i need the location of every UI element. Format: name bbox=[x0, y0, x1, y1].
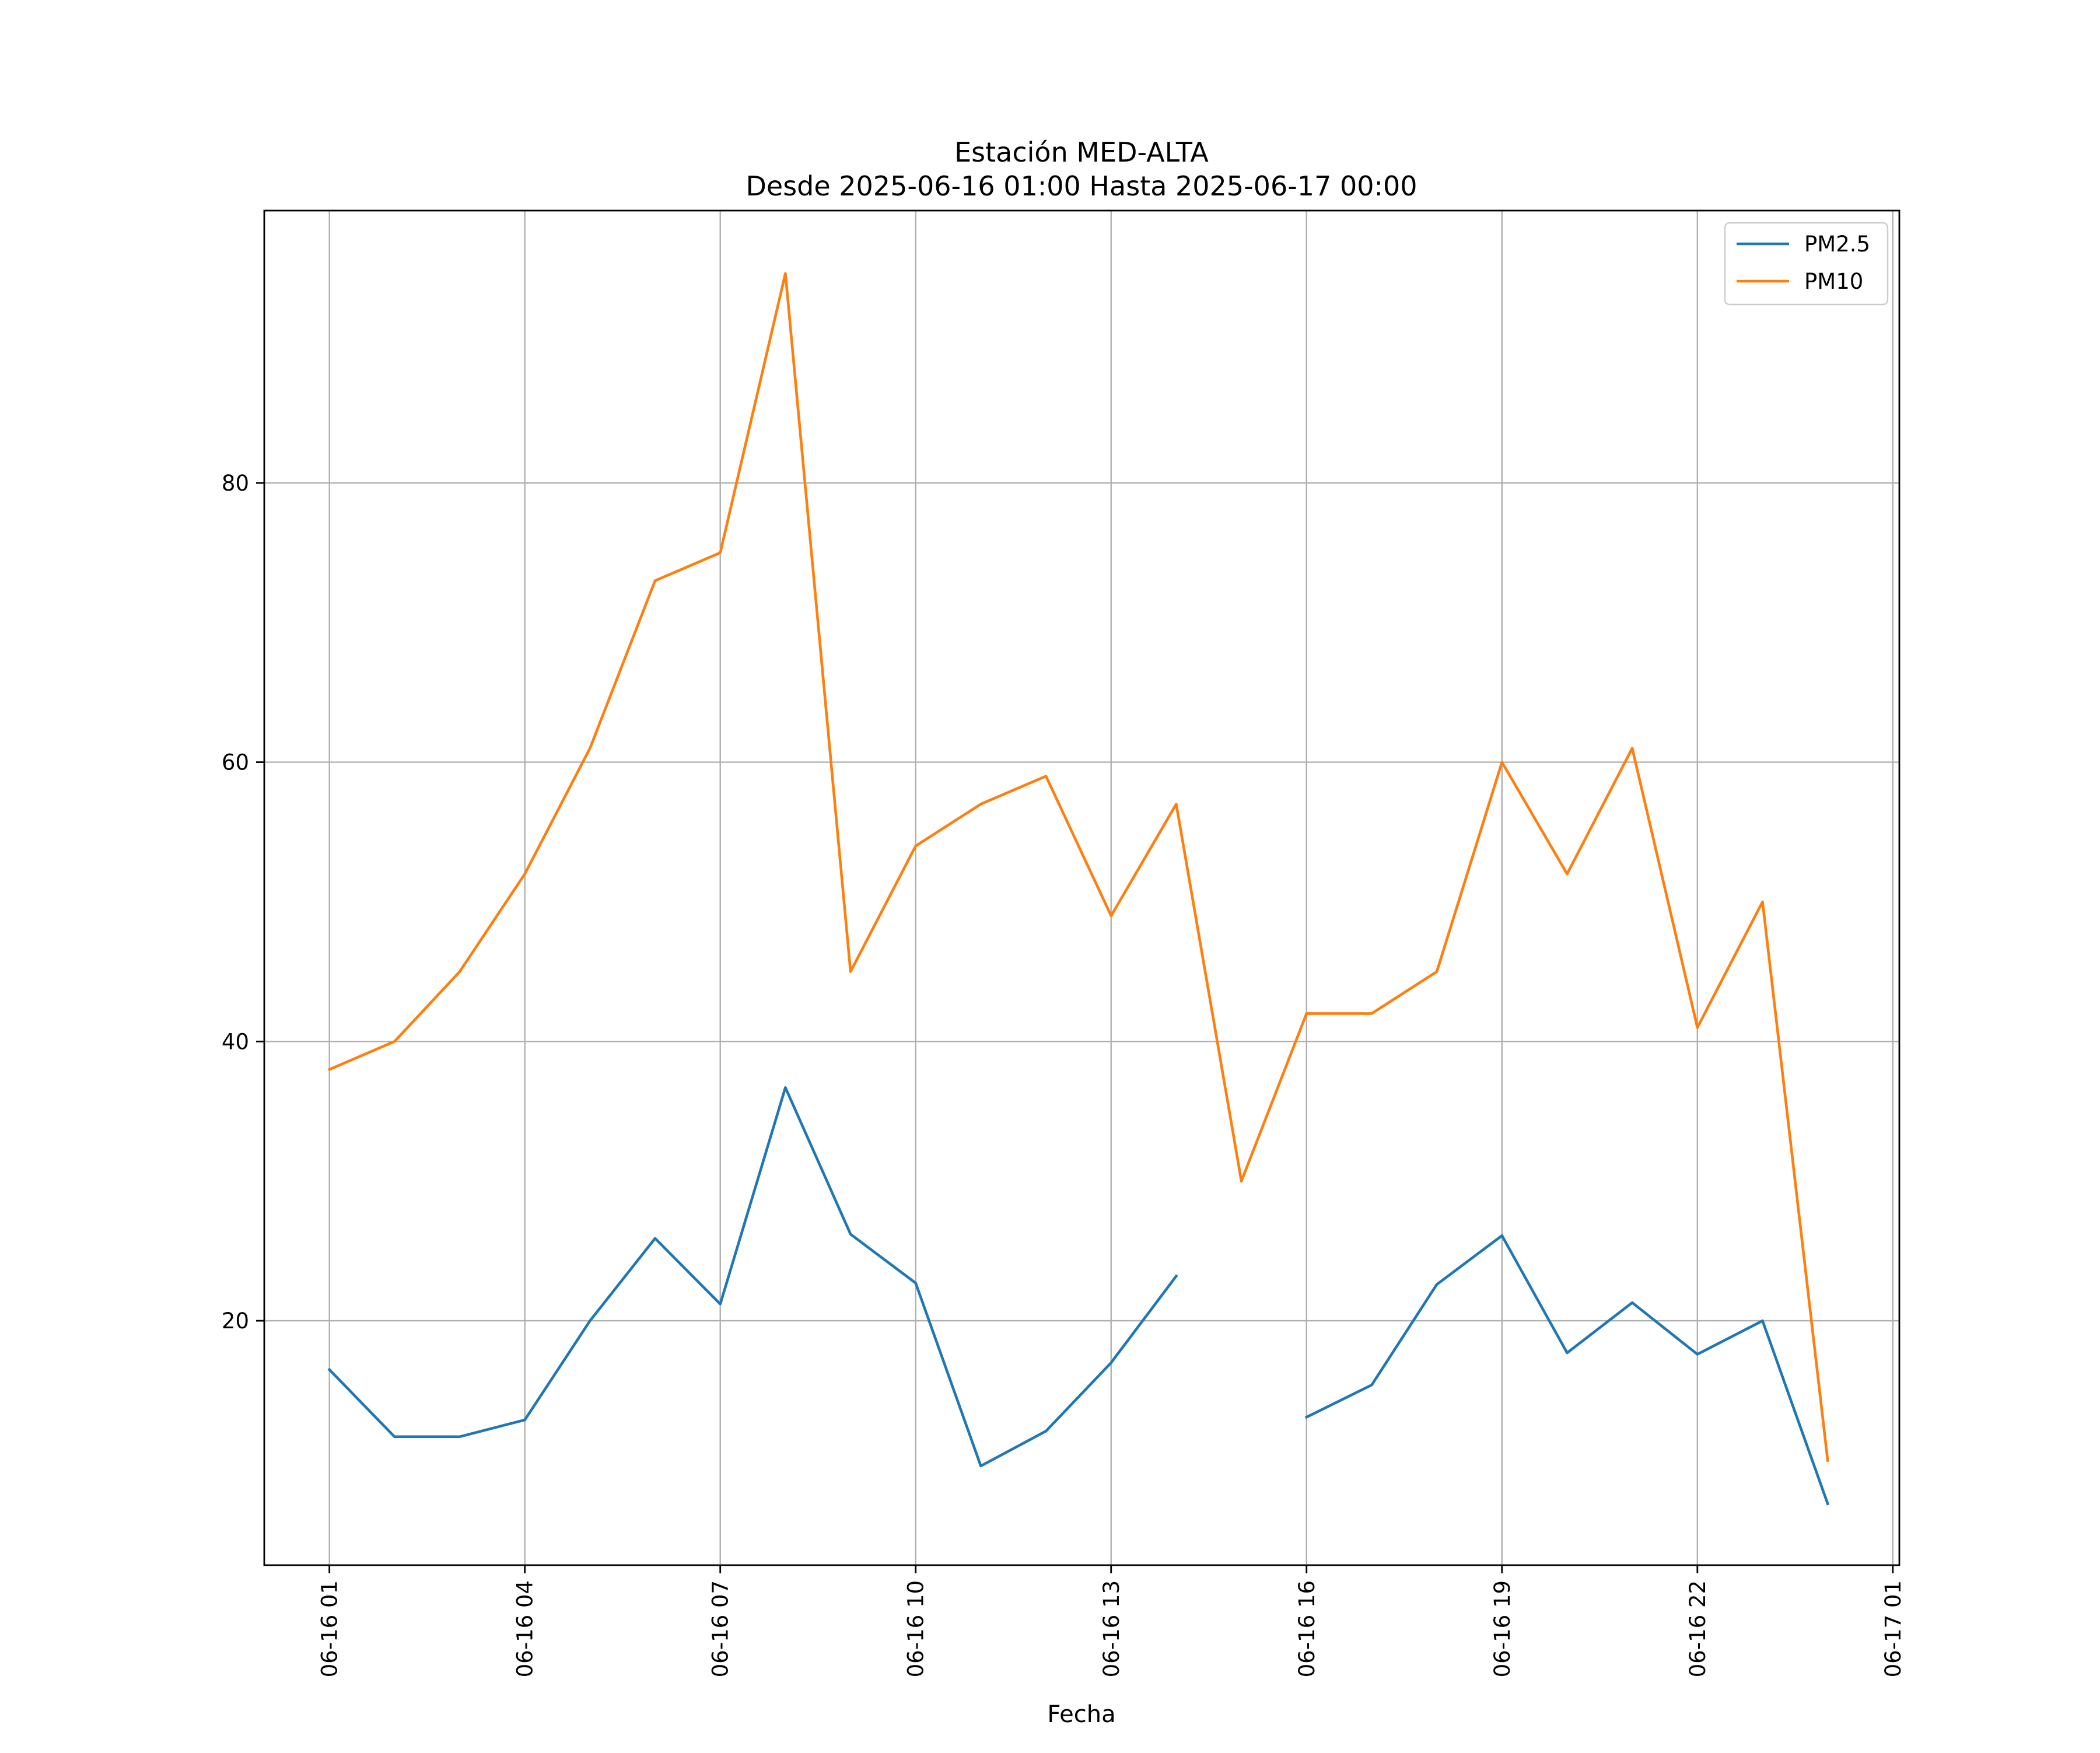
x-tick-label-5: 06-16 16 bbox=[1294, 1580, 1320, 1677]
y-tick-label-2: 60 bbox=[222, 750, 249, 775]
x-tick-label-7: 06-16 22 bbox=[1685, 1580, 1710, 1677]
x-tick-label-6: 06-16 19 bbox=[1490, 1580, 1515, 1677]
legend: PM2.5 PM10 bbox=[1724, 222, 1889, 306]
x-axis-label: Fecha bbox=[1047, 1701, 1115, 1728]
x-tick-label-3: 06-16 10 bbox=[904, 1580, 929, 1677]
y-axis: 20 40 60 80 bbox=[222, 471, 264, 1334]
x-tick-label-2: 06-16 07 bbox=[708, 1580, 733, 1677]
grid-layer bbox=[264, 211, 1899, 1565]
legend-label-pm25: PM2.5 bbox=[1804, 232, 1870, 257]
series-line-pm25-1 bbox=[1304, 1234, 1830, 1506]
x-axis: 06-16 01 06-16 04 06-16 07 06-16 10 06-16 13… bbox=[317, 1565, 1906, 1677]
x-tick-label-4: 06-16 13 bbox=[1099, 1580, 1124, 1677]
y-tick-label-0: 20 bbox=[222, 1308, 249, 1334]
series-layer bbox=[327, 272, 1830, 1506]
x-tick-label-0: 06-16 01 bbox=[317, 1580, 342, 1677]
y-tick-label-1: 40 bbox=[222, 1029, 249, 1054]
chart-title: Estación MED-ALTA bbox=[954, 137, 1209, 168]
x-tick-label-8: 06-17 01 bbox=[1881, 1580, 1906, 1677]
axes-frame bbox=[263, 209, 1901, 1566]
series-line-pm25-0 bbox=[327, 1086, 1178, 1468]
x-tick-label-1: 06-16 04 bbox=[513, 1580, 538, 1677]
series-line-pm10-0 bbox=[327, 272, 1829, 1462]
legend-label-pm10: PM10 bbox=[1804, 269, 1863, 294]
y-tick-label-3: 80 bbox=[222, 471, 249, 496]
chart-subtitle: Desde 2025-06-16 01:00 Hasta 2025-06-17 … bbox=[746, 170, 1417, 202]
